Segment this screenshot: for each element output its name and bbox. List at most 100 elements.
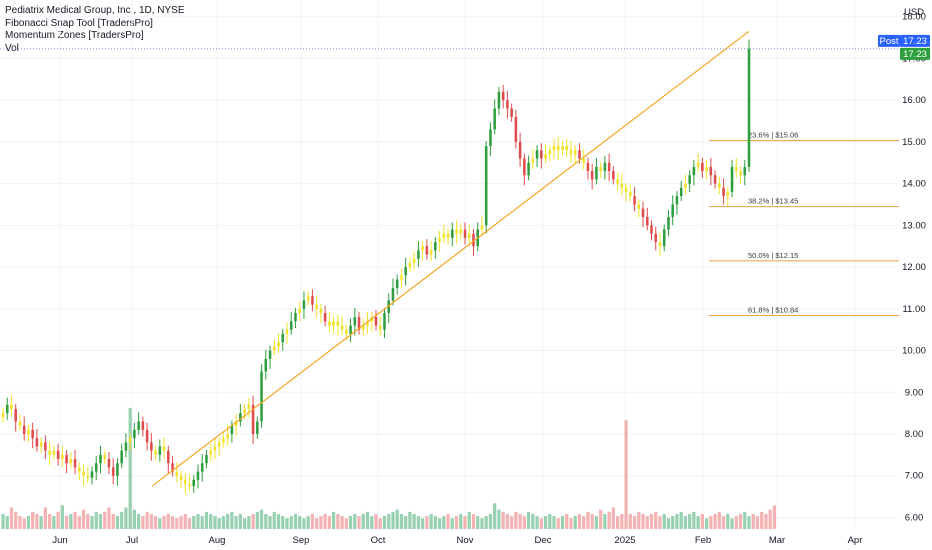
candle-body <box>489 129 492 147</box>
volume-bar <box>768 509 772 529</box>
volume-bar <box>179 516 183 529</box>
candle-body <box>514 116 518 142</box>
volume-bar <box>743 511 747 529</box>
volume-bar <box>603 513 607 529</box>
time-axis[interactable]: Jun Jul Aug Sep Oct Nov Dec 2025 Feb Mar Apr <box>0 530 932 550</box>
x-tick-label: Feb <box>695 535 711 546</box>
volume-bar <box>217 518 221 529</box>
trendline-layer[interactable] <box>151 30 750 487</box>
volume-bar <box>755 516 760 529</box>
volume-bar <box>442 516 446 529</box>
candle-body <box>743 166 747 176</box>
candle-body <box>183 479 187 485</box>
volume-bar <box>209 513 213 529</box>
y-tick-label: 9.00 <box>905 387 924 398</box>
volume-bar <box>111 513 115 529</box>
candle-body <box>366 321 369 326</box>
volume-bar <box>56 511 60 529</box>
candle-body <box>353 317 357 326</box>
volume-bar <box>582 516 586 529</box>
currency-label: USD <box>904 7 924 18</box>
fibonacci-levels: 23.6% | $15.06 38.2% | $13.45 50.0% | $12.… <box>709 131 899 316</box>
candle-body <box>56 450 60 460</box>
candle-body <box>556 146 560 151</box>
candle-body <box>582 158 585 163</box>
candle-body <box>412 258 416 263</box>
candle-body <box>391 287 395 301</box>
volume-bar <box>86 513 90 529</box>
y-tick-label: 10.00 <box>902 346 926 357</box>
volume-bar <box>543 516 548 529</box>
x-tick-label: Nov <box>457 535 474 546</box>
candle-body <box>82 471 85 476</box>
candle-body <box>247 404 251 409</box>
volume-bar <box>234 516 238 529</box>
candle-body <box>434 242 437 251</box>
last-value-text: 17.23 <box>903 49 927 60</box>
volume-bar <box>721 516 726 529</box>
volume-bar <box>599 509 603 529</box>
volume-bar <box>166 513 170 529</box>
legend-indicator-fibonacci[interactable]: Fibonacci Snap Tool [TradersPro] <box>5 17 153 29</box>
candle-body <box>5 404 9 414</box>
last-value-tag <box>900 47 930 60</box>
volume-bar <box>69 513 73 529</box>
y-tick-label: 18.00 <box>902 12 926 23</box>
volume-bar <box>1 513 5 529</box>
x-tick-label: Apr <box>848 535 863 546</box>
candle-body <box>39 442 43 447</box>
candle-body <box>145 429 149 443</box>
candle-body <box>552 146 556 151</box>
candle-body <box>518 141 522 159</box>
y-tick-label: 14.00 <box>902 179 926 190</box>
legend-indicator-momentum[interactable]: Momentum Zones [TradersPro] <box>5 30 144 41</box>
candle-body <box>35 438 39 447</box>
candle-body <box>662 229 666 247</box>
volume-bar <box>649 513 654 529</box>
candle-body <box>323 312 327 322</box>
candle-body <box>27 429 30 435</box>
volume-bar <box>276 513 281 529</box>
volume-bar <box>39 516 43 529</box>
candle-body <box>480 225 484 230</box>
volume-bar <box>251 513 255 529</box>
volume-bar <box>327 516 331 529</box>
volume-bar <box>81 509 86 529</box>
volume-bar <box>132 509 137 529</box>
volume-bar <box>323 513 327 529</box>
volume-bar <box>153 516 158 529</box>
x-tick-label: 2025 <box>614 535 635 546</box>
candle-body <box>107 459 111 468</box>
volume-bar <box>259 509 264 529</box>
candle-body <box>701 162 704 172</box>
y-tick-label: 12.00 <box>902 262 926 273</box>
candle-body <box>561 146 564 151</box>
candle-body <box>607 162 611 172</box>
volume-bar <box>192 516 196 529</box>
volume-bar <box>412 513 416 529</box>
volume-bar <box>747 516 751 529</box>
candle-body <box>78 467 81 472</box>
volume-bar <box>531 513 535 529</box>
candle-body <box>722 187 725 197</box>
candle-body <box>357 317 361 330</box>
legend-indicator-volume[interactable]: Vol <box>5 42 19 54</box>
volume-bar <box>31 511 35 529</box>
candle-body <box>239 413 242 422</box>
volume-bar <box>620 513 624 529</box>
candle-body <box>637 204 641 209</box>
volume-bar <box>480 518 484 529</box>
candle-body <box>442 233 446 238</box>
volume-bar <box>662 513 666 529</box>
price-axis[interactable]: USD 18.0017.0016.0015.0014.0013.0012.001… <box>899 0 932 550</box>
candle-body <box>696 162 700 167</box>
volume-bar <box>306 516 310 529</box>
legend-title[interactable]: Pediatrix Medical Group, Inc., 1D, NYSE <box>5 5 185 16</box>
chart-grid <box>0 0 899 530</box>
candle-body <box>196 471 200 480</box>
volume-bar <box>357 516 361 529</box>
volume-bar <box>446 513 450 529</box>
candle-body <box>349 325 352 334</box>
candle-body <box>620 183 624 188</box>
